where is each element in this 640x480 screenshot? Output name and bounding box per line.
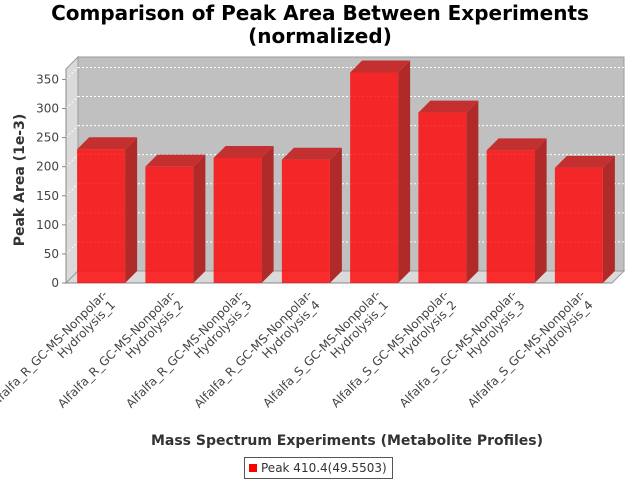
- y-tick-label: 300: [36, 102, 59, 116]
- y-axis-label: Peak Area (1e-3): [12, 114, 28, 247]
- bar-side: [602, 155, 615, 283]
- x-axis-label: Mass Spectrum Experiments (Metabolite Pr…: [151, 433, 543, 449]
- bars: [77, 60, 615, 284]
- x-tick-label: Alfalfa_R_GC-MS-Nonpolar-Hydrolysis_2: [55, 287, 188, 420]
- legend: Peak 410.4(49.5503): [244, 457, 393, 479]
- y-tick-label: 100: [36, 218, 59, 232]
- bar-side: [193, 154, 206, 283]
- bar-top: [486, 138, 547, 151]
- y-axis: 0 50 100 150 200 250 300 350: [36, 69, 612, 290]
- gridline: [65, 241, 79, 255]
- plot-side-wall: [65, 55, 79, 285]
- gridline: [65, 212, 79, 226]
- chart-title-line-2: (normalized): [248, 24, 392, 48]
- bar-front: [281, 159, 330, 283]
- x-tick-label: Alfalfa_R_GC-MS-Nonpolar-Hydrolysis_4: [191, 287, 324, 420]
- bar-top: [281, 147, 342, 160]
- gridline: [65, 96, 79, 109]
- chart-title-line-1: Comparison of Peak Area Between Experime…: [51, 1, 589, 25]
- x-tick-label-line: Alfalfa_R_GC-MS-Nonpolar-: [0, 287, 110, 411]
- bar-front: [486, 150, 535, 283]
- bar-top: [77, 137, 138, 150]
- bar-side: [398, 60, 411, 284]
- bar-front: [418, 112, 467, 283]
- bar-top: [554, 155, 615, 168]
- bar-side: [534, 138, 547, 283]
- y-tick-label: 150: [36, 189, 59, 203]
- bar: [350, 60, 411, 284]
- bar-top: [145, 154, 206, 167]
- x-tick-label: Alfalfa_S_GC-MS-Nonpolar-Hydrolysis_1: [260, 287, 392, 419]
- bar: [418, 100, 479, 283]
- bar-front: [350, 72, 399, 284]
- bar-front: [213, 157, 262, 283]
- gridline: [65, 125, 79, 138]
- x-tick-label: Alfalfa_S_GC-MS-Nonpolar-Hydrolysis_3: [397, 287, 529, 419]
- legend-swatch: [249, 464, 257, 472]
- x-tick-label: Alfalfa_S_GC-MS-Nonpolar-Hydrolysis_2: [328, 287, 460, 419]
- bar: [213, 145, 274, 283]
- bar-side: [329, 147, 342, 283]
- y-tick-label: 250: [36, 131, 59, 145]
- bar: [77, 137, 138, 283]
- bar-front: [145, 166, 194, 283]
- x-axis: Alfalfa_R_GC-MS-Nonpolar-Hydrolysis_1Alf…: [0, 287, 597, 420]
- x-tick-label: Alfalfa_R_GC-MS-Nonpolar-Hydrolysis_3: [123, 287, 256, 420]
- gridline: [65, 154, 79, 168]
- gridline: [65, 183, 79, 197]
- bar-side: [261, 145, 274, 283]
- y-tick-label: 350: [36, 72, 59, 86]
- chart-title: Comparison of Peak Area Between Experime…: [0, 2, 640, 48]
- bar: [281, 147, 342, 283]
- y-tick-label: 200: [36, 160, 59, 174]
- bar: [145, 154, 206, 283]
- bar: [554, 155, 615, 283]
- x-tick-label: Alfalfa_S_GC-MS-Nonpolar-Hydrolysis_4: [465, 287, 597, 419]
- bar: [486, 138, 547, 283]
- bar-front: [554, 167, 603, 283]
- bar-top: [213, 145, 274, 158]
- legend-label: Peak 410.4(49.5503): [261, 461, 387, 475]
- y-tick-label: 50: [44, 247, 59, 261]
- bar-front: [77, 149, 126, 283]
- bar-top: [350, 60, 411, 73]
- gridline: [65, 67, 79, 80]
- y-tick-label: 0: [51, 276, 59, 290]
- bar-side: [125, 137, 138, 283]
- bar-top: [418, 100, 479, 113]
- bar-side: [466, 100, 479, 283]
